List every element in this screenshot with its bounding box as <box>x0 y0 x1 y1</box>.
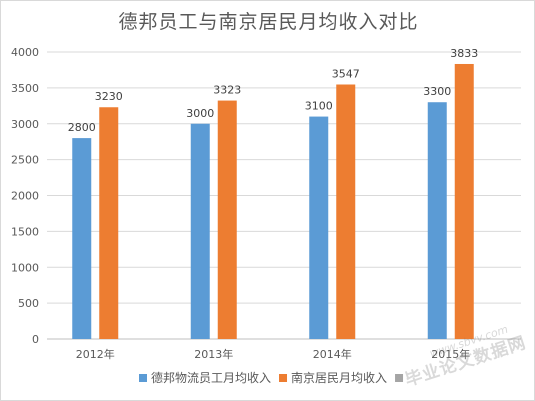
data-label: 3230 <box>95 90 123 103</box>
y-tick-label: 3500 <box>11 82 39 95</box>
y-tick-label: 4000 <box>11 46 39 59</box>
x-tick-label: 2013年 <box>194 347 233 361</box>
x-tick-label: 2012年 <box>76 347 115 361</box>
y-tick-label: 2000 <box>11 190 39 203</box>
legend-swatch-1 <box>279 374 288 382</box>
data-label: 3833 <box>450 47 478 60</box>
y-tick-label: 3000 <box>11 118 39 131</box>
bar-nanjing-1 <box>217 100 237 339</box>
legend-label-1: 南京居民月均收入 <box>291 370 387 385</box>
bar-nanjing-3 <box>454 63 474 340</box>
data-label: 3547 <box>332 68 360 81</box>
y-tick-label: 1500 <box>11 225 39 238</box>
bar-debang-2 <box>309 116 329 339</box>
bar-nanjing-2 <box>336 84 356 339</box>
legend-swatch-0 <box>139 374 147 382</box>
bar-debang-3 <box>427 102 447 339</box>
legend-swatch-2 <box>395 374 404 382</box>
y-tick-label: 0 <box>32 333 39 346</box>
legend-label-0: 德邦物流员工月均收入 <box>151 370 271 385</box>
data-label: 3100 <box>305 100 333 113</box>
data-label: 3323 <box>213 84 241 97</box>
data-label: 3300 <box>423 85 451 98</box>
data-label: 3000 <box>186 107 214 120</box>
data-label: 2800 <box>68 121 96 134</box>
x-tick-label: 2015年 <box>431 347 470 361</box>
chart-title: 德邦员工与南京居民月均收入对比 <box>118 11 419 33</box>
bar-debang-0 <box>72 138 92 339</box>
y-tick-label: 2500 <box>11 154 39 167</box>
bar-debang-1 <box>190 123 210 339</box>
y-tick-label: 500 <box>18 297 39 310</box>
y-tick-label: 1000 <box>11 261 39 274</box>
x-tick-label: 2014年 <box>313 347 352 361</box>
bar-nanjing-0 <box>99 107 119 339</box>
